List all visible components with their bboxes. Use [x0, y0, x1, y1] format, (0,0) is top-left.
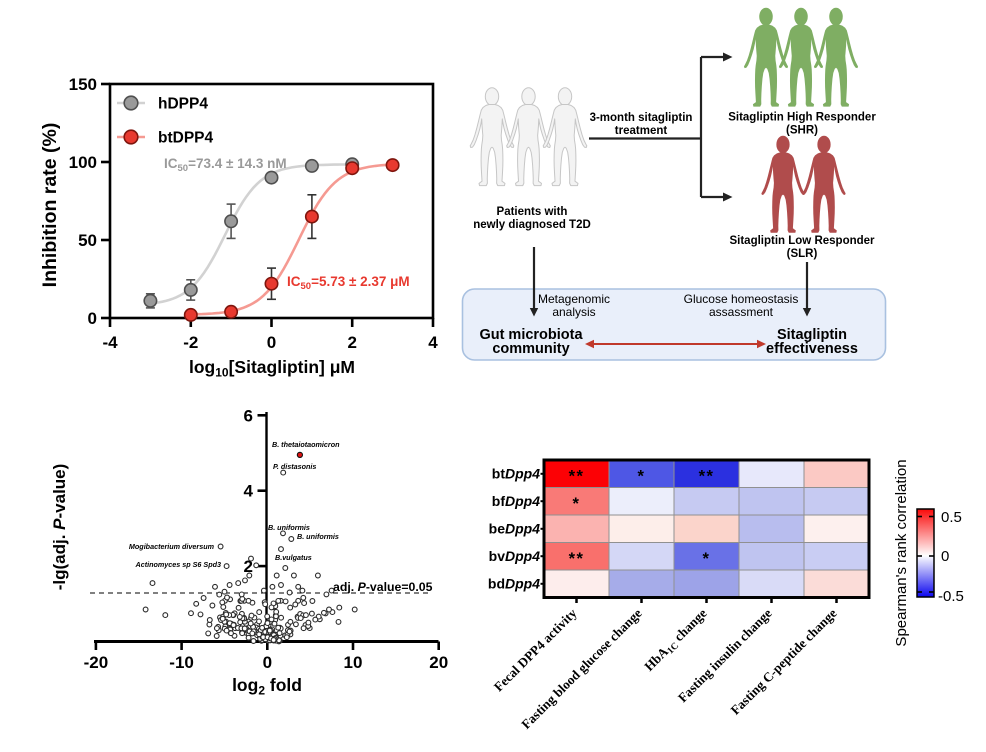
svg-text:hDPP4: hDPP4 [158, 96, 208, 113]
svg-text:Actinomyces sp S6 Spd3: Actinomyces sp S6 Spd3 [135, 560, 221, 569]
svg-text:treatment: treatment [615, 125, 668, 137]
svg-text:Inhibition rate (%): Inhibition rate (%) [39, 123, 61, 288]
svg-text:6: 6 [244, 406, 253, 425]
svg-text:Sitagliptin: Sitagliptin [777, 327, 847, 343]
svg-text:4: 4 [244, 482, 254, 501]
svg-text:**: ** [569, 550, 585, 568]
svg-text:community: community [492, 341, 569, 357]
svg-text:B. uniformis: B. uniformis [268, 523, 310, 532]
svg-text:beDpp4: beDpp4 [489, 520, 541, 536]
svg-text:assassment: assassment [709, 305, 774, 319]
svg-text:Spearman's rank correlation: Spearman's rank correlation [893, 459, 910, 646]
svg-text:0: 0 [263, 653, 272, 672]
svg-text:Sitagliptin High Responder: Sitagliptin High Responder [728, 112, 876, 124]
svg-text:20: 20 [429, 653, 448, 672]
svg-text:-20: -20 [84, 653, 109, 672]
svg-text:log10[Sitagliptin] μM: log10[Sitagliptin] μM [189, 357, 355, 380]
svg-text:0.5: 0.5 [941, 509, 962, 526]
svg-text:0: 0 [88, 309, 97, 328]
svg-text:**: ** [569, 467, 585, 485]
svg-text:2: 2 [347, 333, 356, 352]
svg-text:btDPP4: btDPP4 [158, 130, 214, 147]
svg-text:adj. P-value=0.05: adj. P-value=0.05 [333, 580, 433, 594]
svg-text:4: 4 [428, 333, 438, 352]
svg-text:2: 2 [244, 557, 253, 576]
svg-text:100: 100 [69, 153, 97, 172]
svg-text:IC50=73.4 ± 14.3 nM: IC50=73.4 ± 14.3 nM [164, 156, 287, 174]
svg-text:Metagenomic: Metagenomic [538, 292, 610, 306]
svg-text:3-month sitagliptin: 3-month sitagliptin [590, 112, 693, 124]
svg-text:P. distasonis: P. distasonis [273, 462, 316, 471]
svg-text:(SLR): (SLR) [787, 248, 818, 260]
svg-text:*: * [573, 495, 581, 513]
svg-text:0: 0 [267, 333, 276, 352]
svg-text:bdDpp4: bdDpp4 [488, 575, 540, 591]
svg-text:0: 0 [941, 548, 949, 565]
svg-text:bfDpp4: bfDpp4 [492, 493, 540, 509]
svg-text:IC50=5.73 ± 2.37 μM: IC50=5.73 ± 2.37 μM [287, 274, 410, 292]
svg-text:-0.5: -0.5 [938, 588, 964, 605]
svg-text:Mogibacterium diversum: Mogibacterium diversum [129, 542, 215, 551]
svg-text:B. thetaiotaomicron: B. thetaiotaomicron [272, 440, 340, 449]
svg-text:**: ** [699, 467, 715, 485]
svg-text:bvDpp4: bvDpp4 [489, 548, 541, 564]
svg-text:B. uniformis: B. uniformis [297, 532, 339, 541]
svg-text:-10: -10 [169, 653, 194, 672]
svg-text:btDpp4: btDpp4 [492, 465, 540, 481]
svg-text:B.vulgatus: B.vulgatus [275, 553, 312, 562]
svg-text:-4: -4 [102, 333, 118, 352]
svg-text:Sitagliptin Low Responder: Sitagliptin Low Responder [729, 235, 875, 247]
svg-text:Glucose homeostasis: Glucose homeostasis [684, 292, 799, 306]
svg-text:10: 10 [344, 653, 363, 672]
svg-text:(SHR): (SHR) [786, 125, 818, 137]
svg-text:Gut microbiota: Gut microbiota [479, 327, 583, 343]
svg-text:newly diagnosed T2D: newly diagnosed T2D [473, 219, 591, 231]
svg-text:analysis: analysis [552, 305, 595, 319]
svg-text:-lg(adj. P-value): -lg(adj. P-value) [50, 464, 69, 591]
svg-text:log2 fold: log2 fold [232, 675, 302, 698]
svg-text:150: 150 [69, 75, 97, 94]
svg-text:-2: -2 [183, 333, 198, 352]
svg-text:50: 50 [78, 231, 97, 250]
svg-text:*: * [703, 550, 711, 568]
svg-text:Patients with: Patients with [497, 206, 568, 218]
svg-text:effectiveness: effectiveness [766, 341, 858, 357]
svg-text:*: * [638, 467, 646, 485]
